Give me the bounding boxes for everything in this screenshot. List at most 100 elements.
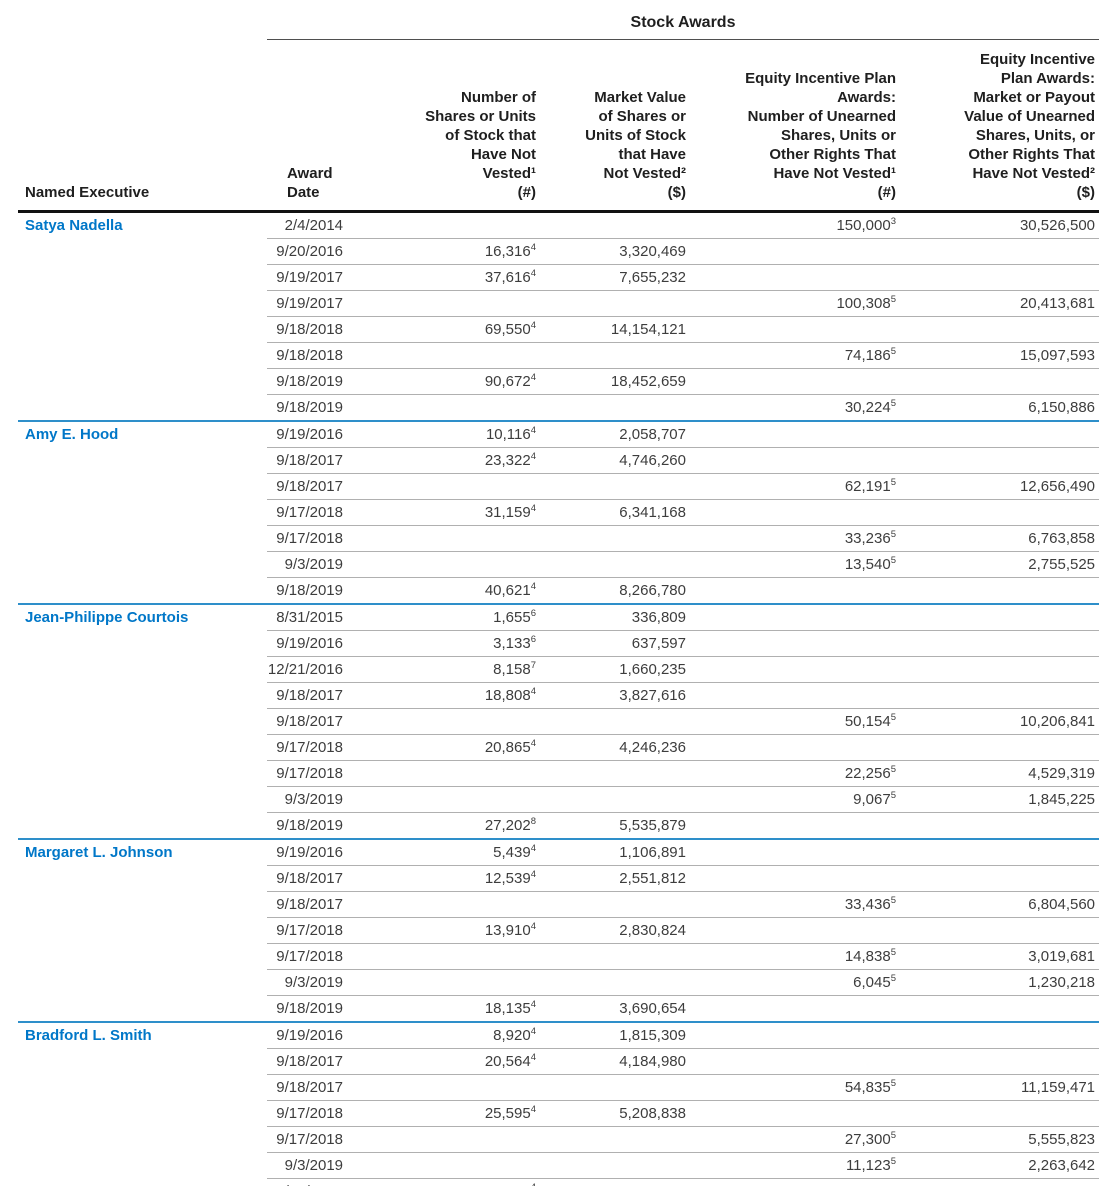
award-date-cell: 9/18/2017	[267, 865, 377, 892]
shares-not-vested-cell: 16,3164	[377, 238, 540, 265]
executive-name-spacer	[18, 369, 267, 395]
eip-value-cell: 6,804,560	[900, 891, 1100, 918]
column-header-eip-value: Equity Incentive Plan Awards: Market or …	[900, 39, 1100, 213]
market-value-cell	[540, 969, 690, 996]
market-value-cell: 3,320,469	[540, 238, 690, 265]
eip-value-cell	[900, 865, 1100, 892]
table-header: Stock Awards Named Executive Award Date …	[18, 10, 1100, 213]
executive-name-spacer	[18, 1075, 267, 1101]
eip-value-cell: 2,263,642	[900, 1152, 1100, 1179]
market-value-cell: 6,790,722	[540, 1178, 690, 1186]
table-row: 9/18/2019 27,2028 5,535,879	[18, 812, 1100, 840]
footnote-marker: 5	[890, 712, 896, 723]
executive-name-spacer	[18, 474, 267, 500]
award-date-cell: 9/18/2017	[267, 473, 377, 500]
market-value-cell	[540, 943, 690, 970]
award-date-cell: 9/19/2016	[267, 839, 377, 866]
eip-value-cell	[900, 995, 1100, 1023]
table-row: 9/17/2018 20,8654 4,246,236	[18, 734, 1100, 761]
shares-not-vested-cell	[377, 211, 540, 239]
table-row: 9/17/2018 13,9104 2,830,824	[18, 917, 1100, 944]
award-date-cell: 9/18/2019	[267, 1178, 377, 1186]
executive-name: Bradford L. Smith	[25, 1027, 152, 1045]
table-row: 9/17/2018 31,1594 6,341,168	[18, 499, 1100, 526]
market-value-cell: 5,208,838	[540, 1100, 690, 1127]
shares-not-vested-cell: 33,3684	[377, 1178, 540, 1186]
market-value-cell: 2,830,824	[540, 917, 690, 944]
shares-not-vested-cell	[377, 290, 540, 317]
eip-value-cell	[900, 1022, 1100, 1049]
executive-name-spacer	[18, 239, 267, 265]
eip-shares-cell: 50,1545	[690, 708, 900, 735]
shares-not-vested-cell: 1,6556	[377, 604, 540, 631]
executive-name-spacer	[18, 761, 267, 787]
footnote-marker: 4	[530, 1052, 536, 1063]
table-row: 9/18/2017 18,8084 3,827,616	[18, 682, 1100, 709]
column-header-award-date: Award Date	[267, 39, 377, 213]
column-header-row: Named Executive Award Date Number of Sha…	[18, 39, 1100, 213]
eip-value-cell	[900, 656, 1100, 683]
eip-value-cell: 15,097,593	[900, 342, 1100, 369]
executive-name-spacer	[18, 631, 267, 657]
award-date-cell: 9/18/2017	[267, 1074, 377, 1101]
award-date-cell: 9/18/2019	[267, 394, 377, 422]
table-row: 9/17/2018 22,2565 4,529,319	[18, 760, 1100, 787]
shares-not-vested-cell: 12,5394	[377, 865, 540, 892]
award-date-cell: 9/18/2018	[267, 316, 377, 343]
shares-not-vested-cell	[377, 786, 540, 813]
award-date-cell: 9/17/2018	[267, 499, 377, 526]
footnote-marker: 6	[530, 608, 536, 619]
eip-value-cell: 30,526,500	[900, 211, 1100, 239]
eip-value-cell	[900, 264, 1100, 291]
eip-shares-cell	[690, 1022, 900, 1049]
footnote-marker: 5	[890, 477, 896, 488]
eip-value-cell	[900, 238, 1100, 265]
table-body: Satya Nadella 2/4/2014 150,0003 30,526,500 9…	[18, 211, 1100, 1186]
eip-shares-cell: 33,2365	[690, 525, 900, 552]
footnote-marker: 5	[890, 555, 896, 566]
eip-value-cell: 6,150,886	[900, 394, 1100, 422]
footnote-marker: 5	[890, 790, 896, 801]
footnote-marker: 5	[890, 294, 896, 305]
market-value-cell	[540, 473, 690, 500]
column-header-named-executive: Named Executive	[18, 39, 267, 213]
market-value-cell: 7,655,232	[540, 264, 690, 291]
footnote-marker: 5	[890, 764, 896, 775]
eip-shares-cell: 13,5405	[690, 551, 900, 578]
market-value-cell	[540, 525, 690, 552]
shares-not-vested-cell: 90,6724	[377, 368, 540, 395]
eip-shares-cell	[690, 812, 900, 840]
executive-name-spacer	[18, 1178, 267, 1186]
table-row: 9/18/2017 54,8355 11,159,471	[18, 1074, 1100, 1101]
shares-not-vested-cell	[377, 1074, 540, 1101]
eip-value-cell: 6,763,858	[900, 525, 1100, 552]
award-date-cell: 9/19/2016	[267, 630, 377, 657]
table-row: 9/3/2019 9,0675 1,845,225	[18, 786, 1100, 813]
eip-value-cell	[900, 812, 1100, 840]
eip-shares-cell	[690, 656, 900, 683]
shares-not-vested-cell: 40,6214	[377, 577, 540, 605]
award-date-cell: 9/19/2016	[267, 1022, 377, 1049]
shares-not-vested-cell: 20,8654	[377, 734, 540, 761]
footnote-marker: 5	[890, 973, 896, 984]
market-value-cell: 5,535,879	[540, 812, 690, 840]
award-date-cell: 9/17/2018	[267, 1126, 377, 1153]
market-value-cell	[540, 1074, 690, 1101]
table-row: 9/18/2017 33,4365 6,804,560	[18, 891, 1100, 918]
table-row: 9/18/2017 12,5394 2,551,812	[18, 865, 1100, 892]
footnote-marker: 4	[530, 503, 536, 514]
executive-name-spacer	[18, 577, 267, 605]
award-date-cell: 9/17/2018	[267, 1100, 377, 1127]
eip-shares-cell	[690, 995, 900, 1023]
eip-value-cell: 5,555,823	[900, 1126, 1100, 1153]
shares-not-vested-cell	[377, 394, 540, 422]
eip-shares-cell: 54,8355	[690, 1074, 900, 1101]
executive-name-spacer	[18, 866, 267, 892]
award-date-cell: 9/17/2018	[267, 943, 377, 970]
eip-shares-cell: 150,0003	[690, 211, 900, 239]
footnote-marker: 4	[531, 1182, 536, 1186]
eip-shares-cell	[690, 682, 900, 709]
market-value-cell: 2,058,707	[540, 421, 690, 448]
eip-value-cell	[900, 1178, 1100, 1186]
